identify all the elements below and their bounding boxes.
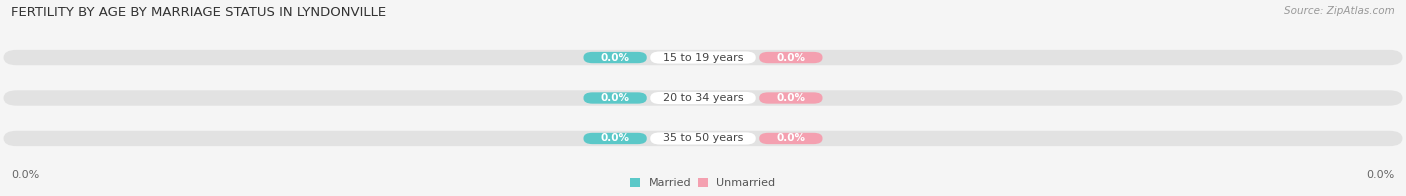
Legend: Married, Unmarried: Married, Unmarried	[630, 178, 776, 189]
FancyBboxPatch shape	[583, 133, 647, 144]
Text: FERTILITY BY AGE BY MARRIAGE STATUS IN LYNDONVILLE: FERTILITY BY AGE BY MARRIAGE STATUS IN L…	[11, 6, 387, 19]
FancyBboxPatch shape	[759, 52, 823, 63]
FancyBboxPatch shape	[650, 92, 756, 104]
Text: 0.0%: 0.0%	[11, 170, 39, 180]
Text: 0.0%: 0.0%	[1367, 170, 1395, 180]
FancyBboxPatch shape	[650, 132, 756, 144]
FancyBboxPatch shape	[4, 90, 1402, 106]
Text: 0.0%: 0.0%	[600, 93, 630, 103]
FancyBboxPatch shape	[4, 131, 1402, 146]
FancyBboxPatch shape	[583, 92, 647, 104]
FancyBboxPatch shape	[4, 50, 1402, 65]
Text: 0.0%: 0.0%	[776, 133, 806, 143]
Text: 20 to 34 years: 20 to 34 years	[662, 93, 744, 103]
FancyBboxPatch shape	[759, 92, 823, 104]
Text: 15 to 19 years: 15 to 19 years	[662, 53, 744, 63]
FancyBboxPatch shape	[759, 133, 823, 144]
Text: 35 to 50 years: 35 to 50 years	[662, 133, 744, 143]
Text: 0.0%: 0.0%	[600, 53, 630, 63]
FancyBboxPatch shape	[583, 52, 647, 63]
Text: 0.0%: 0.0%	[776, 93, 806, 103]
FancyBboxPatch shape	[650, 52, 756, 64]
Text: Source: ZipAtlas.com: Source: ZipAtlas.com	[1284, 6, 1395, 16]
Text: 0.0%: 0.0%	[600, 133, 630, 143]
Text: 0.0%: 0.0%	[776, 53, 806, 63]
